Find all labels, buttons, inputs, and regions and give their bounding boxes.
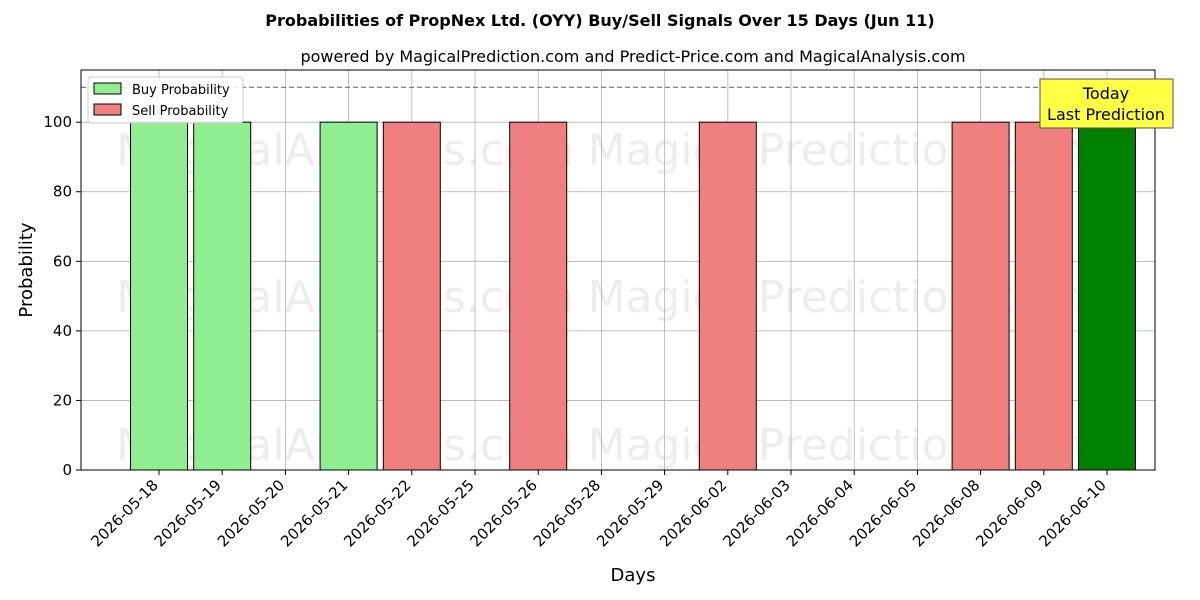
sell-bar xyxy=(1014,121,1073,471)
legend: Buy Probability Sell Probability xyxy=(87,76,244,124)
x-tick-label: 2026-05-29 xyxy=(593,476,667,550)
y-tick-label: 0 xyxy=(62,461,72,479)
x-tick-label: 2026-06-05 xyxy=(846,476,920,550)
legend-swatch-sell xyxy=(93,103,122,116)
x-axis: 2026-05-182026-05-192026-05-202026-05-21… xyxy=(87,470,1110,550)
x-tick-label: 2026-06-03 xyxy=(719,476,793,550)
watermark-right: Magica Prediction.com xyxy=(588,420,1085,471)
y-tick-label: 20 xyxy=(53,391,72,409)
legend-frame xyxy=(87,76,244,124)
annotation-line-2: Last Prediction xyxy=(1047,105,1165,124)
y-tick-label: 60 xyxy=(53,252,72,270)
buy-bar xyxy=(193,121,252,471)
buy-bar xyxy=(130,121,188,471)
x-axis-label: Days xyxy=(611,565,656,586)
today-annotation: Today Last Prediction xyxy=(1039,78,1174,129)
plot-frame xyxy=(80,69,1156,471)
buy-bar xyxy=(319,121,378,471)
x-tick-label: 2026-05-28 xyxy=(530,476,604,550)
y-axis: 0 20 40 60 80 100 xyxy=(43,113,81,479)
x-tick-label: 2026-05-25 xyxy=(403,476,477,550)
x-tick-label: 2026-06-02 xyxy=(656,476,730,550)
x-tick-label: 2026-05-20 xyxy=(214,476,288,550)
x-tick-label: 2026-06-04 xyxy=(783,476,857,550)
sell-bar xyxy=(698,121,757,471)
legend-swatch-buy xyxy=(93,82,122,95)
x-tick-label: 2026-06-08 xyxy=(909,476,983,550)
x-tick-label: 2026-06-10 xyxy=(1035,476,1109,550)
y-tick-label: 100 xyxy=(43,113,72,131)
y-axis-label: Probability xyxy=(16,222,37,317)
legend-label-sell: Sell Probability xyxy=(132,104,229,119)
sell-bar xyxy=(382,121,441,471)
sell-bar xyxy=(509,121,568,471)
bars xyxy=(130,121,1136,471)
watermark-right: Magica Prediction.com xyxy=(588,125,1085,176)
x-tick-label: 2026-05-18 xyxy=(87,476,161,550)
x-tick-label: 2026-05-19 xyxy=(151,476,225,550)
annotation-box xyxy=(1039,78,1174,129)
sell-bar xyxy=(951,121,1010,471)
watermark-right: Magica Prediction.com xyxy=(588,272,1085,323)
annotation-line-1: Today xyxy=(1082,84,1129,103)
today-bar xyxy=(1078,121,1136,471)
x-tick-label: 2026-06-09 xyxy=(972,476,1046,550)
chart-subtitle: powered by MagicalPrediction.com and Pre… xyxy=(300,47,965,66)
x-tick-label: 2026-05-26 xyxy=(467,476,541,550)
y-tick-label: 40 xyxy=(53,322,72,340)
x-tick-label: 2026-05-22 xyxy=(340,476,414,550)
legend-label-buy: Buy Probability xyxy=(132,83,230,98)
y-tick-label: 80 xyxy=(53,183,72,201)
chart-title: Probabilities of PropNex Ltd. (OYY) Buy/… xyxy=(265,11,934,30)
x-tick-label: 2026-05-21 xyxy=(277,476,351,550)
